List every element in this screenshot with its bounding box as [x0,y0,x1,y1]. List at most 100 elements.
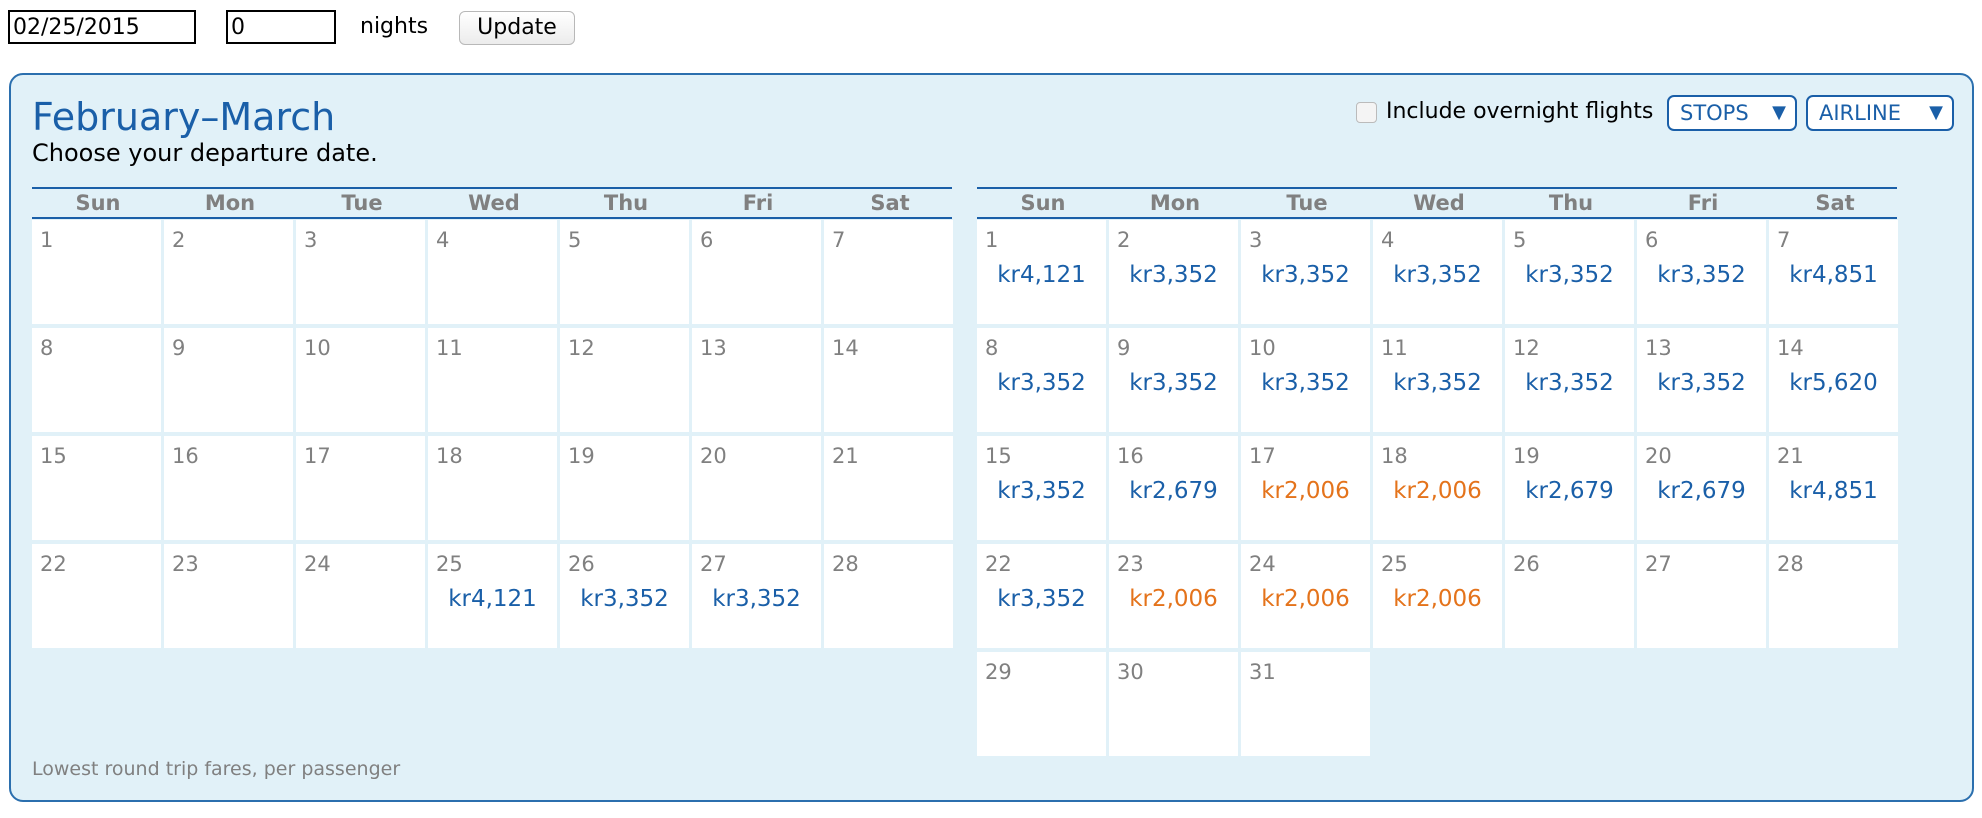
calendar-day-with-fare[interactable]: 7 kr4,851 [1769,220,1898,324]
calendar-day: 18 [428,436,557,540]
calendar-day-with-fare[interactable]: 8 kr3,352 [977,328,1106,432]
page-title: February–March [32,95,336,139]
day-number: 18 [1381,444,1408,468]
fare-link[interactable]: kr3,352 [997,370,1086,396]
calendar-day: 23 [164,544,293,648]
lowest-fare-link[interactable]: kr2,006 [1393,586,1482,612]
calendar-day-with-fare[interactable]: 1 kr4,121 [977,220,1106,324]
fare-link[interactable]: kr3,352 [1393,262,1482,288]
overnight-checkbox[interactable] [1356,102,1377,123]
calendar-day-with-fare[interactable]: 10 kr3,352 [1241,328,1370,432]
stops-dropdown-label: STOPS [1680,101,1749,125]
calendar-day-with-fare[interactable]: 5 kr3,352 [1505,220,1634,324]
calendar-day-with-fare[interactable]: 13 kr3,352 [1637,328,1766,432]
stops-dropdown[interactable]: STOPS ▼ [1667,95,1797,131]
calendar-day-with-fare[interactable]: 16 kr2,679 [1109,436,1238,540]
day-number: 20 [1645,444,1672,468]
fare-calendar-panel: February–March Choose your departure dat… [9,73,1974,802]
calendar-day-with-fare[interactable]: 11 kr3,352 [1373,328,1502,432]
day-number: 1 [40,228,54,252]
fare-link[interactable]: kr2,679 [1525,478,1614,504]
day-number: 27 [700,552,727,576]
fare-link[interactable]: kr3,352 [1657,370,1746,396]
calendar-day-with-fare[interactable]: 20 kr2,679 [1637,436,1766,540]
weekday-header: Sun Mon Tue Wed Thu Fri Sat [32,187,952,219]
fare-link[interactable]: kr3,352 [1261,370,1350,396]
fare-link[interactable]: kr3,352 [580,586,669,612]
day-number: 2 [172,228,186,252]
date-input[interactable] [8,10,196,44]
airline-dropdown[interactable]: AIRLINE ▼ [1806,95,1954,131]
fare-link[interactable]: kr4,121 [448,586,537,612]
lowest-fare-link[interactable]: kr2,006 [1393,478,1482,504]
day-number: 27 [1645,552,1672,576]
update-button[interactable]: Update [459,11,575,45]
calendar-day: 21 [824,436,953,540]
calendar-day-with-fare[interactable]: 9 kr3,352 [1109,328,1238,432]
calendar-day-with-fare[interactable]: 14 kr5,620 [1769,328,1898,432]
weekday-label: Mon [204,191,256,215]
calendar-day-with-fare[interactable]: 21 kr4,851 [1769,436,1898,540]
lowest-fare-link[interactable]: kr2,006 [1261,586,1350,612]
day-number: 14 [1777,336,1804,360]
day-number: 26 [568,552,595,576]
fare-link[interactable]: kr3,352 [1525,370,1614,396]
calendar-day-with-fare[interactable]: 2 kr3,352 [1109,220,1238,324]
nights-input[interactable] [226,10,336,44]
fare-link[interactable]: kr3,352 [997,478,1086,504]
fare-link[interactable]: kr4,851 [1789,478,1878,504]
day-number: 24 [304,552,331,576]
overnight-label: Include overnight flights [1386,99,1654,124]
calendar-day: 28 [824,544,953,648]
fare-link[interactable]: kr2,679 [1129,478,1218,504]
day-number: 5 [568,228,582,252]
weekday-header: Sun Mon Tue Wed Thu Fri Sat [977,187,1897,219]
calendar-day: 15 [32,436,161,540]
calendar-day-with-fare[interactable]: 25 kr2,006 [1373,544,1502,648]
fare-link[interactable]: kr3,352 [1525,262,1614,288]
calendar-day-with-fare[interactable]: 18 kr2,006 [1373,436,1502,540]
chevron-down-icon: ▼ [1772,102,1786,123]
fare-link[interactable]: kr2,679 [1657,478,1746,504]
lowest-fare-link[interactable]: kr2,006 [1129,586,1218,612]
fare-link[interactable]: kr3,352 [1261,262,1350,288]
calendar-day-with-fare[interactable]: 6 kr3,352 [1637,220,1766,324]
lowest-fare-link[interactable]: kr2,006 [1261,478,1350,504]
calendar-day: 1 [32,220,161,324]
fare-link[interactable]: kr4,851 [1789,262,1878,288]
fare-link[interactable]: kr3,352 [1129,370,1218,396]
calendar-day-with-fare[interactable]: 22 kr3,352 [977,544,1106,648]
fare-link[interactable]: kr5,620 [1789,370,1878,396]
fare-link[interactable]: kr3,352 [1657,262,1746,288]
day-number: 14 [832,336,859,360]
fare-link[interactable]: kr3,352 [1393,370,1482,396]
day-number: 26 [1513,552,1540,576]
day-number: 5 [1513,228,1527,252]
calendar-day-with-fare[interactable]: 12 kr3,352 [1505,328,1634,432]
fare-link[interactable]: kr3,352 [712,586,801,612]
day-number: 2 [1117,228,1131,252]
calendar-day: 22 [32,544,161,648]
calendar-day-with-fare[interactable]: 4 kr3,352 [1373,220,1502,324]
calendar-day-with-fare[interactable]: 26 kr3,352 [560,544,689,648]
calendar-day-with-fare[interactable]: 15 kr3,352 [977,436,1106,540]
calendar-day: 27 [1637,544,1766,648]
calendar-day-with-fare[interactable]: 17 kr2,006 [1241,436,1370,540]
fare-link[interactable]: kr4,121 [997,262,1086,288]
calendar-day-with-fare[interactable]: 23 kr2,006 [1109,544,1238,648]
fare-link[interactable]: kr3,352 [997,586,1086,612]
calendar-day: 16 [164,436,293,540]
day-number: 31 [1249,660,1276,684]
calendar-day-with-fare[interactable]: 3 kr3,352 [1241,220,1370,324]
calendar-day-with-fare[interactable]: 27 kr3,352 [692,544,821,648]
calendar-day-with-fare[interactable]: 24 kr2,006 [1241,544,1370,648]
day-number: 6 [1645,228,1659,252]
day-number: 10 [1249,336,1276,360]
calendar-day: 5 [560,220,689,324]
calendar-day-with-fare[interactable]: 19 kr2,679 [1505,436,1634,540]
day-number: 4 [436,228,450,252]
day-number: 10 [304,336,331,360]
fare-link[interactable]: kr3,352 [1129,262,1218,288]
day-number: 3 [304,228,318,252]
calendar-day-with-fare[interactable]: 25 kr4,121 [428,544,557,648]
